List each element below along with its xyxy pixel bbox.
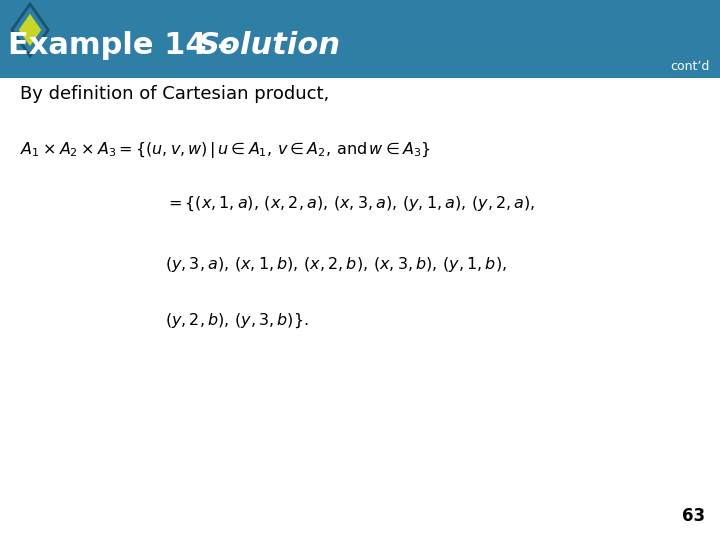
- Bar: [0, 0, 720, 78]
- Text: 63: 63: [682, 507, 705, 525]
- Text: Solution: Solution: [198, 31, 341, 60]
- Text: $(y, 2, b),\, (y, 3, b)\}.$: $(y, 2, b),\, (y, 3, b)\}.$: [165, 312, 309, 330]
- Text: $A_1 \times A_2 \times A_3 = \{(u, v, w)\,|\, u \in A_1,\, v \in A_2,\, \mathrm{: $A_1 \times A_2 \times A_3 = \{(u, v, w)…: [20, 140, 431, 160]
- Text: cont’d: cont’d: [670, 59, 710, 72]
- Text: Example 14 –: Example 14 –: [8, 31, 243, 60]
- Text: $= \{(x, 1, a),\, (x, 2, a),\, (x, 3, a),\, (y, 1, a),\, (y, 2, a),$: $= \{(x, 1, a),\, (x, 2, a),\, (x, 3, a)…: [165, 195, 535, 213]
- Text: $(y, 3, a),\, (x, 1, b),\, (x, 2, b),\, (x, 3, b),\, (y, 1, b),$: $(y, 3, a),\, (x, 1, b),\, (x, 2, b),\, …: [165, 255, 507, 274]
- Polygon shape: [12, 4, 48, 56]
- Polygon shape: [19, 14, 41, 46]
- Text: By definition of Cartesian product,: By definition of Cartesian product,: [20, 85, 329, 103]
